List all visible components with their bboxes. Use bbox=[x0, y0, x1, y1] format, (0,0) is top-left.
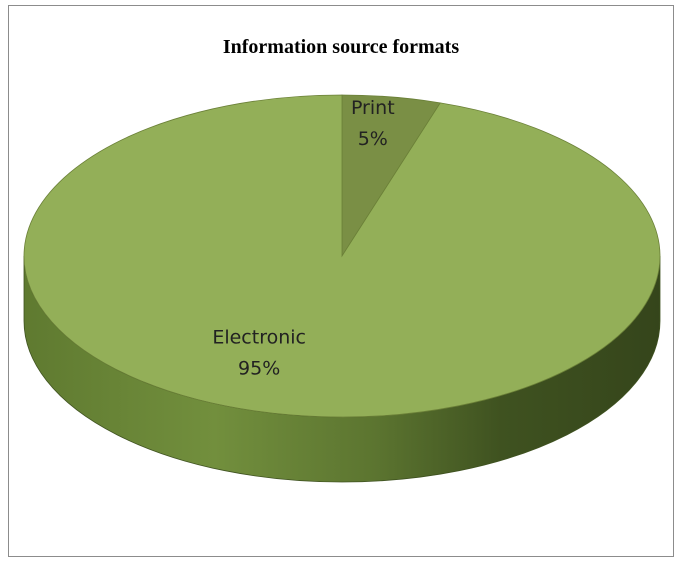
slice-label-electronic: Electronic bbox=[212, 327, 306, 349]
chart-title: Information source formats bbox=[222, 36, 460, 58]
slice-value-print: 5% bbox=[358, 128, 388, 150]
slice-value-electronic: 95% bbox=[238, 358, 280, 380]
pie-slice-electronic bbox=[23, 94, 661, 418]
slice-label-print: Print bbox=[351, 97, 395, 119]
